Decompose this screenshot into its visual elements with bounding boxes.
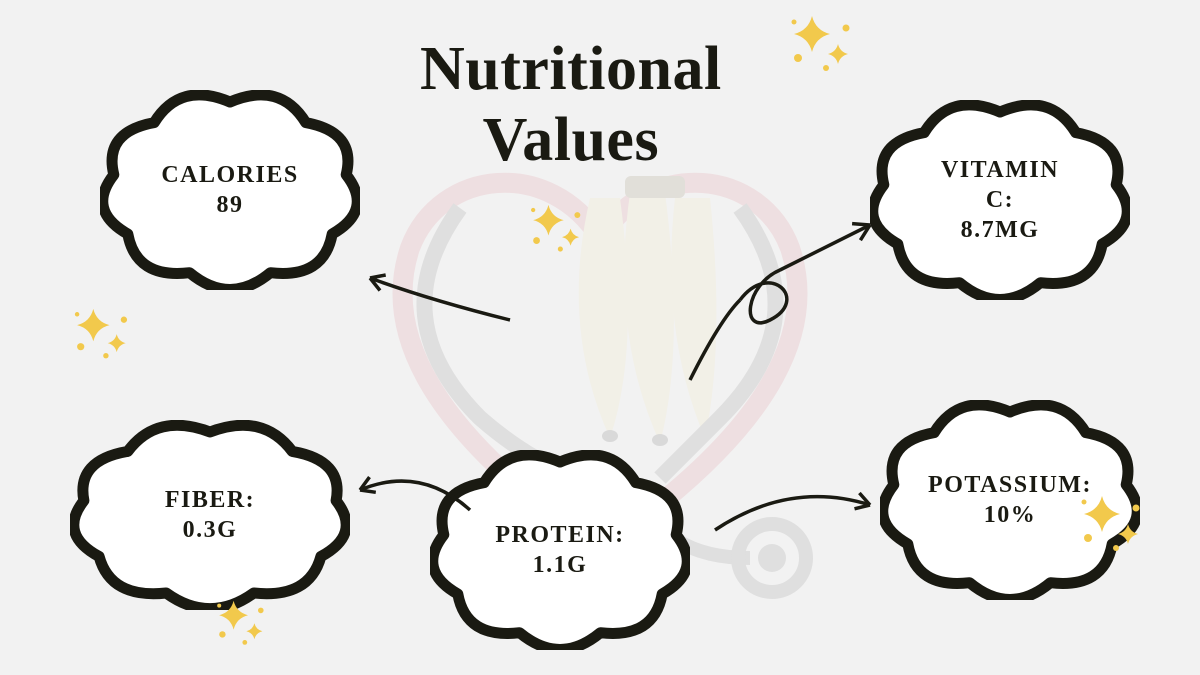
- sparkle-cluster: [60, 290, 141, 376]
- cloud-fiber-label: FIBER: 0.3G: [140, 485, 280, 545]
- cloud-protein: PROTEIN: 1.1G: [430, 450, 690, 650]
- cloud-potassium: POTASSIUM: 10%: [880, 400, 1140, 600]
- title-line-1: Nutritional: [420, 34, 722, 105]
- cloud-calories-label: CALORIES 89: [143, 160, 316, 220]
- sparkle-cluster: [775, 0, 865, 90]
- title-line-2: Values: [420, 105, 722, 176]
- cloud-fiber: FIBER: 0.3G: [70, 420, 350, 610]
- cloud-calories: CALORIES 89: [100, 90, 360, 290]
- page-title: Nutritional Values: [420, 34, 722, 177]
- sparkle-cluster: [517, 187, 594, 269]
- cloud-vitaminc-label: VITAMIN C: 8.7MG: [923, 155, 1077, 245]
- cloud-potassium-label: POTASSIUM: 10%: [910, 470, 1110, 530]
- cloud-vitaminc: VITAMIN C: 8.7MG: [870, 100, 1130, 300]
- cloud-protein-label: PROTEIN: 1.1G: [477, 520, 642, 580]
